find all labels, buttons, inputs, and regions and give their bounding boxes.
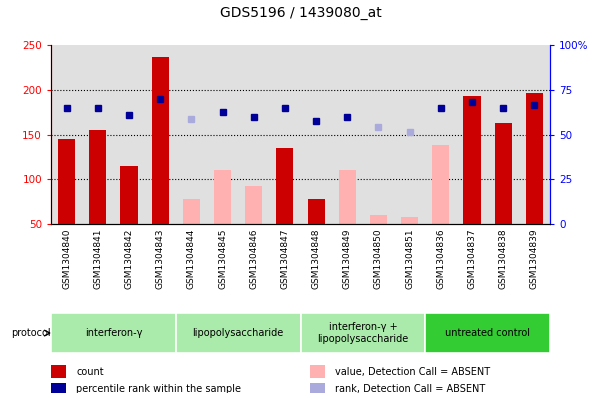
Bar (311, 365, 326, 378)
Text: untreated control: untreated control (445, 328, 530, 338)
Bar (495, 123, 511, 224)
Bar (339, 171, 356, 224)
Bar (245, 186, 262, 224)
Text: rank, Detection Call = ABSENT: rank, Detection Call = ABSENT (335, 384, 486, 393)
Bar (183, 199, 200, 224)
Text: protocol: protocol (11, 328, 50, 338)
Bar (463, 96, 481, 224)
Bar (51, 383, 66, 393)
FancyBboxPatch shape (51, 314, 176, 353)
Text: value, Detection Call = ABSENT: value, Detection Call = ABSENT (335, 367, 490, 376)
Bar (90, 130, 106, 224)
Bar (432, 145, 450, 224)
Bar (214, 171, 231, 224)
FancyBboxPatch shape (176, 314, 300, 353)
Text: GDS5196 / 1439080_at: GDS5196 / 1439080_at (219, 6, 382, 20)
Bar (151, 57, 169, 224)
Bar (51, 365, 66, 378)
FancyBboxPatch shape (426, 314, 550, 353)
Bar (276, 148, 293, 224)
Bar (401, 217, 418, 224)
Bar (120, 166, 138, 224)
Bar (58, 139, 75, 224)
Text: percentile rank within the sample: percentile rank within the sample (76, 384, 241, 393)
Bar (526, 93, 543, 224)
Text: count: count (76, 367, 103, 376)
Text: lipopolysaccharide: lipopolysaccharide (192, 328, 284, 338)
Text: interferon-γ: interferon-γ (85, 328, 142, 338)
Bar (308, 199, 325, 224)
Text: interferon-γ +
lipopolysaccharide: interferon-γ + lipopolysaccharide (317, 322, 409, 344)
Bar (370, 215, 387, 224)
Bar (311, 383, 326, 393)
FancyBboxPatch shape (300, 314, 426, 353)
